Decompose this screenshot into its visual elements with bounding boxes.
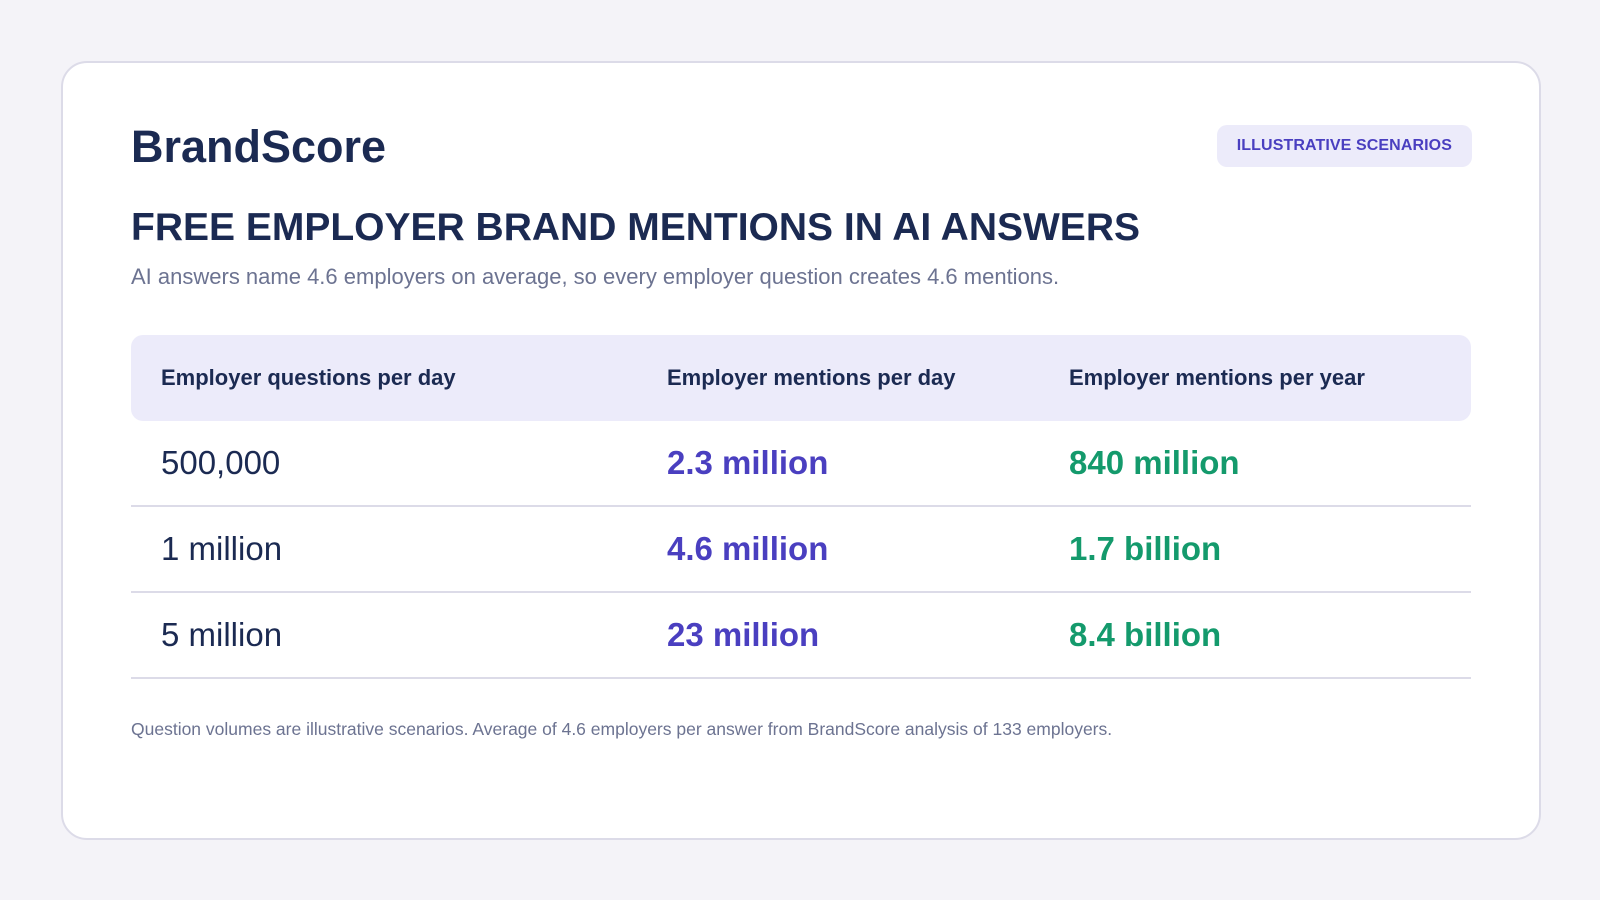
mentions-table: Employer questions per day Employer ment… xyxy=(131,335,1471,679)
questions-per-day-cell: 1 million xyxy=(161,530,283,567)
mentions-per-day-cell: 23 million xyxy=(667,616,820,653)
table-row: 5 million 23 million 8.4 billion xyxy=(131,593,1471,679)
scenario-card: BrandScore ILLUSTRATIVE SCENARIOS FREE E… xyxy=(61,61,1541,840)
table-header: Employer questions per day Employer ment… xyxy=(131,335,1471,421)
column-header-questions-per-day: Employer questions per day xyxy=(161,365,456,390)
page-subtitle: AI answers name 4.6 employers on average… xyxy=(131,264,1060,289)
mentions-per-year-cell: 8.4 billion xyxy=(1069,616,1222,653)
scenario-badge: ILLUSTRATIVE SCENARIOS xyxy=(1216,125,1472,167)
questions-per-day-cell: 5 million xyxy=(161,616,283,653)
page-title: FREE EMPLOYER BRAND MENTIONS IN AI ANSWE… xyxy=(131,206,1140,249)
table-row: 500,000 2.3 million 840 million xyxy=(131,421,1471,507)
mentions-per-year-cell: 1.7 billion xyxy=(1069,530,1222,567)
brand-logo: BrandScore xyxy=(131,121,387,172)
footnote: Question volumes are illustrative scenar… xyxy=(131,719,1113,739)
column-header-mentions-per-year: Employer mentions per year xyxy=(1069,365,1365,390)
mentions-per-day-cell: 4.6 million xyxy=(667,530,829,567)
questions-per-day-cell: 500,000 xyxy=(161,444,281,481)
mentions-per-day-cell: 2.3 million xyxy=(667,444,829,481)
table-row: 1 million 4.6 million 1.7 billion xyxy=(131,507,1471,593)
column-header-mentions-per-day: Employer mentions per day xyxy=(667,365,956,390)
mentions-per-year-cell: 840 million xyxy=(1069,444,1240,481)
